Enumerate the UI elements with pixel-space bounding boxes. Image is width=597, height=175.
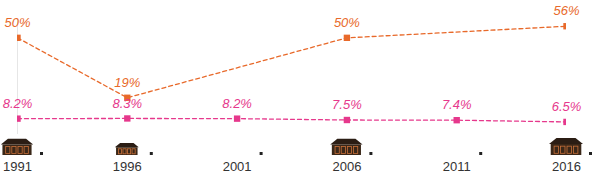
svg-text:8.3%: 8.3% <box>112 96 142 111</box>
svg-text:8.2%: 8.2% <box>3 96 33 111</box>
svg-text:1996: 1996 <box>113 159 142 174</box>
svg-text:56%: 56% <box>553 3 579 18</box>
svg-text:2011: 2011 <box>443 159 471 174</box>
svg-text:50%: 50% <box>4 15 30 30</box>
svg-text:2016: 2016 <box>552 159 581 174</box>
svg-text:7.4%: 7.4% <box>442 97 472 112</box>
svg-text:7.5%: 7.5% <box>332 97 362 112</box>
svg-text:1991: 1991 <box>3 159 32 174</box>
svg-text:50%: 50% <box>334 15 360 30</box>
svg-text:2001: 2001 <box>223 159 252 174</box>
svg-text:19%: 19% <box>114 75 140 90</box>
svg-text:8.2%: 8.2% <box>222 96 252 111</box>
svg-text:6.5%: 6.5% <box>552 99 582 114</box>
svg-text:2006: 2006 <box>332 159 361 174</box>
